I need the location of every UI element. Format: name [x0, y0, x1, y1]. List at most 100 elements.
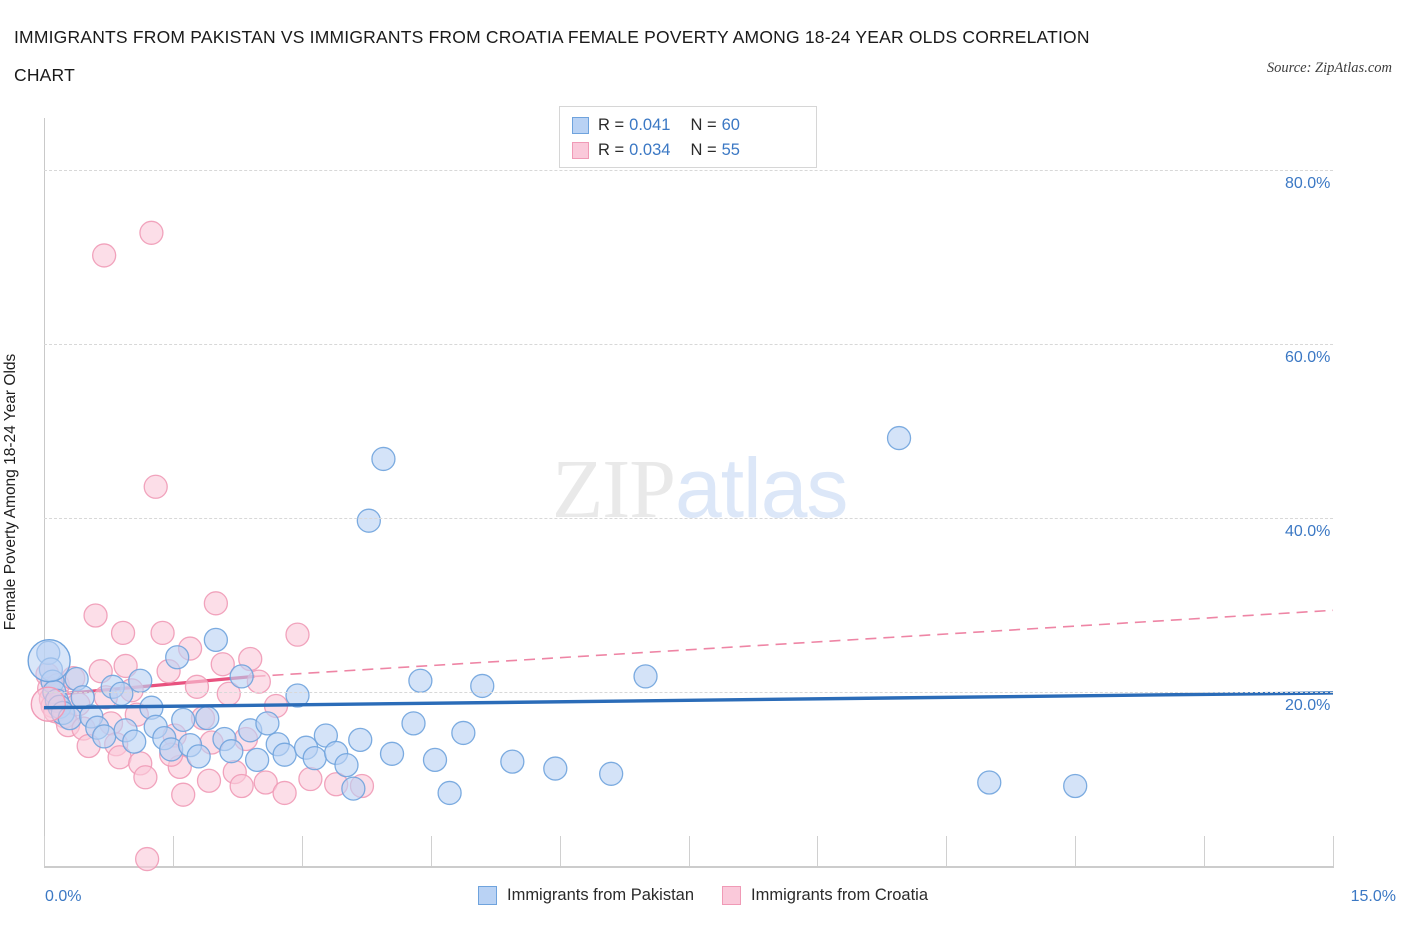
data-point-croatia — [196, 768, 222, 793]
data-point-pakistan — [122, 729, 147, 754]
stats-n-label-croatia: N = — [690, 141, 717, 159]
x-axis-min-label: 0.0% — [45, 888, 82, 905]
stats-row-pakistan: R = 0.041 N = 60 — [572, 113, 806, 138]
stats-r-value-croatia: 0.034 — [629, 141, 671, 159]
data-point-croatia — [139, 220, 164, 245]
data-point-pakistan — [272, 742, 297, 767]
y-tick-label-80: 80.0% — [1285, 175, 1331, 193]
data-point-croatia — [171, 782, 196, 807]
data-point-pakistan — [203, 627, 229, 653]
stats-r-value-pakistan: 0.041 — [629, 116, 671, 134]
data-point-pakistan — [422, 747, 448, 773]
series-legend: Immigrants from Pakistan Immigrants from… — [0, 886, 1406, 905]
stats-n-value-pakistan: 60 — [721, 116, 740, 134]
x-axis-line — [44, 866, 1334, 868]
scatter-plot-area — [27, 118, 1334, 872]
data-point-pakistan — [356, 508, 381, 533]
data-point-pakistan — [195, 705, 220, 731]
data-point-croatia — [83, 603, 108, 628]
data-point-pakistan — [348, 727, 373, 753]
stats-r-label-pakistan: R = — [598, 116, 625, 134]
data-point-croatia — [110, 620, 136, 646]
data-point-pakistan — [379, 741, 405, 766]
stats-n-label-pakistan: N = — [690, 116, 717, 134]
gridline-40 — [44, 518, 1333, 520]
data-point-pakistan — [92, 724, 117, 749]
data-point-pakistan-cluster — [27, 639, 71, 683]
data-point-pakistan — [633, 664, 658, 689]
data-point-pakistan — [886, 425, 912, 451]
data-point-pakistan — [229, 664, 254, 689]
stats-swatch-croatia — [572, 142, 589, 159]
data-point-croatia — [133, 765, 158, 790]
data-point-pakistan — [408, 668, 433, 693]
chart-title-line-1: IMMIGRANTS FROM PAKISTAN VS IMMIGRANTS F… — [14, 27, 1090, 47]
y-tick-label-20: 20.0% — [1285, 697, 1331, 715]
data-point-pakistan — [341, 776, 366, 801]
data-point-croatia — [203, 591, 229, 616]
data-point-pakistan — [543, 756, 568, 781]
data-point-pakistan — [437, 780, 462, 806]
x-axis-max-label: 15.0% — [1350, 888, 1396, 905]
data-point-pakistan — [128, 668, 153, 693]
data-point-pakistan — [599, 761, 624, 786]
data-point-pakistan — [334, 752, 359, 778]
x-tick-9 — [817, 836, 819, 866]
legend-swatch-croatia — [722, 886, 742, 905]
data-point-croatia — [113, 653, 138, 679]
legend-item-pakistan[interactable]: Immigrants from Pakistan — [477, 886, 695, 905]
data-point-croatia — [92, 243, 117, 268]
correlation-stats-box: R = 0.041 N = 60 R = 0.034 N = 55 — [559, 106, 817, 168]
data-point-croatia-cluster — [30, 686, 66, 722]
data-point-pakistan — [500, 749, 525, 774]
data-point-pakistan — [165, 645, 190, 670]
source-label: Source: ZipAtlas.com — [1266, 60, 1392, 76]
data-point-pakistan — [244, 747, 270, 773]
chart-title-line-2: CHART — [14, 65, 75, 85]
trendline-croatia-dashed — [254, 609, 1334, 678]
data-point-croatia — [285, 622, 310, 647]
trendline-pakistan — [43, 691, 1334, 710]
y-axis-title-wrap: Female Poverty Among 18-24 Year Olds — [2, 118, 32, 866]
gridline-80 — [44, 170, 1333, 172]
x-tick-0 — [44, 836, 45, 866]
legend-swatch-pakistan — [477, 886, 497, 905]
y-axis-title: Female Poverty Among 18-24 Year Olds — [2, 353, 19, 631]
data-point-pakistan — [219, 739, 244, 764]
gridline-20 — [44, 692, 1333, 694]
data-point-pakistan — [186, 744, 211, 769]
x-tick-6 — [559, 836, 561, 866]
page-title: IMMIGRANTS FROM PAKISTAN VS IMMIGRANTS F… — [14, 18, 1194, 94]
data-point-croatia — [298, 766, 323, 792]
legend-item-croatia[interactable]: Immigrants from Croatia — [722, 886, 928, 905]
y-tick-label-40: 40.0% — [1285, 523, 1331, 541]
stats-swatch-pakistan — [572, 117, 589, 134]
stats-n-value-croatia: 55 — [721, 141, 740, 159]
data-point-croatia — [134, 846, 160, 872]
data-point-pakistan — [470, 673, 495, 699]
x-tick-4.5 — [430, 836, 432, 866]
data-point-pakistan — [171, 707, 196, 733]
x-tick-13.5 — [1204, 836, 1206, 866]
data-point-croatia — [272, 780, 297, 806]
data-point-pakistan — [1063, 773, 1088, 799]
data-point-croatia — [229, 773, 254, 799]
scatter-svg — [27, 220, 1334, 872]
x-tick-1.5 — [172, 836, 174, 866]
data-point-croatia — [143, 474, 168, 499]
data-point-pakistan — [401, 711, 426, 736]
x-tick-3 — [301, 836, 303, 866]
data-point-croatia — [253, 770, 278, 795]
x-tick-10.5 — [946, 836, 948, 866]
data-point-pakistan — [255, 711, 280, 736]
legend-label-pakistan: Immigrants from Pakistan — [506, 886, 695, 904]
x-tick-7.5 — [688, 836, 690, 866]
x-tick-12 — [1075, 836, 1077, 866]
data-point-pakistan — [285, 683, 310, 708]
legend-label-croatia: Immigrants from Croatia — [751, 886, 929, 904]
data-point-croatia — [210, 652, 235, 677]
data-point-pakistan — [371, 446, 396, 472]
x-tick-15 — [1333, 836, 1334, 866]
data-point-pakistan — [451, 720, 476, 746]
y-axis-line — [44, 118, 45, 866]
